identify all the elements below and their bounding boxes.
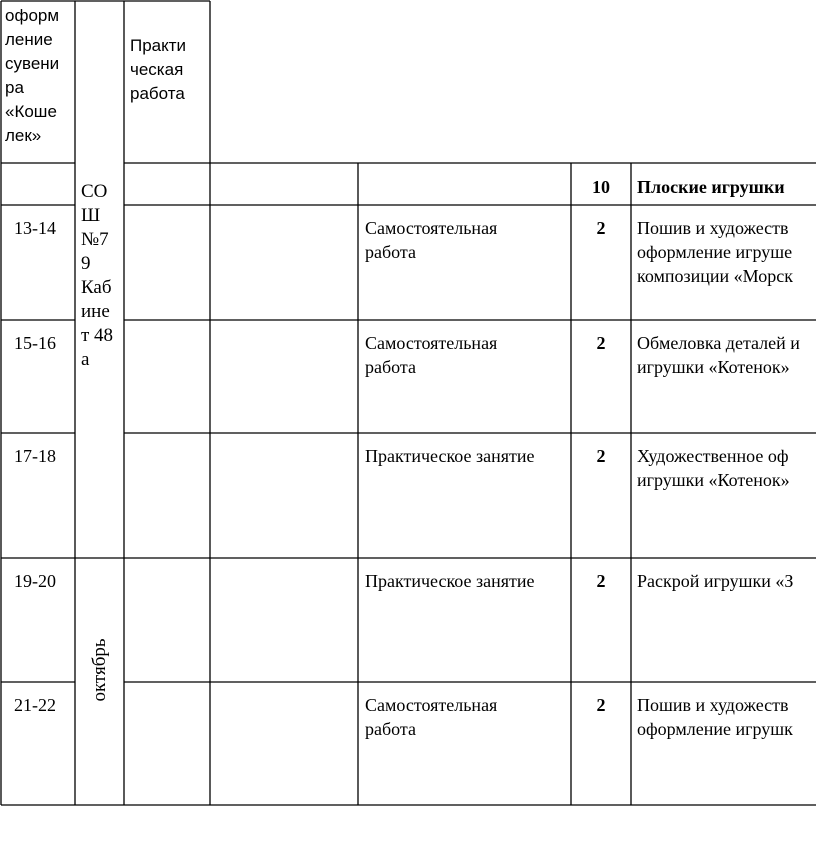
lesson-form: Практическое занятие xyxy=(365,446,535,466)
lesson-form: Самостоятельная работа xyxy=(365,695,498,739)
lesson-hours: 2 xyxy=(596,333,606,353)
lesson-topic: Пошив и художеств оформление игруше комп… xyxy=(637,218,793,286)
lesson-topic: Пошив и художеств оформление игрушк xyxy=(637,695,793,739)
month: октябрь xyxy=(89,638,110,702)
month-cell: октябрь xyxy=(78,590,122,790)
lesson-hours: 2 xyxy=(596,218,606,238)
lesson-hours: 2 xyxy=(596,571,606,591)
lesson: 17-18 xyxy=(14,446,56,466)
lesson-topic: Раскрой игрушки «З xyxy=(637,571,794,591)
lesson-form: Практическое занятие xyxy=(365,571,535,591)
lesson-hours: 2 xyxy=(596,446,606,466)
lesson-hours: 2 xyxy=(596,695,606,715)
lesson-topic: Обмеловка деталей и игрушки «Котенок» xyxy=(637,333,800,377)
section-title: Плоские игрушки xyxy=(637,177,785,197)
lesson: 21-22 xyxy=(14,695,56,715)
place-cell: СО Ш №7 9 Каб ине т 48 а xyxy=(81,181,114,370)
form-cell: Практи ческая работа xyxy=(130,36,187,103)
topic-cell: оформ ление сувени ра «Коше лек» xyxy=(5,6,60,145)
section-hours: 10 xyxy=(592,177,610,197)
lesson: 19-20 xyxy=(14,571,56,591)
lesson: 13-14 xyxy=(14,218,56,238)
lesson-topic: Художественное оф игрушки «Котенок» xyxy=(637,446,790,490)
lesson: 15-16 xyxy=(14,333,56,353)
lesson-form: Самостоятельная работа xyxy=(365,218,498,262)
lesson-form: Самостоятельная работа xyxy=(365,333,498,377)
